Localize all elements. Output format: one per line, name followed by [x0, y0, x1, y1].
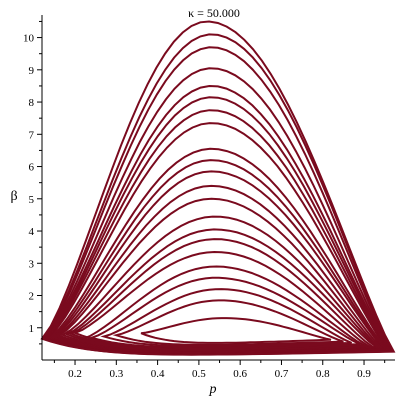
y-tick-label: 10 — [23, 33, 35, 45]
orbit-curve — [40, 20, 396, 356]
x-tick-label: 0.9 — [357, 368, 371, 380]
x-tick-label: 0.8 — [316, 368, 330, 380]
y-tick-label: 9 — [29, 65, 35, 77]
y-tick-label: 1 — [29, 323, 35, 335]
y-axis-label: β — [10, 189, 17, 204]
y-tick-label: 6 — [29, 162, 35, 174]
y-tick-label: 8 — [29, 97, 35, 109]
x-tick-label: 0.2 — [68, 368, 82, 380]
orbit-curve — [100, 288, 353, 348]
y-tick-label: 4 — [29, 226, 35, 238]
x-tick-label: 0.3 — [109, 368, 123, 380]
x-axis-ticks: 0.2 0.3 0.4 0.5 0.6 0.7 0.8 0.9 — [53, 360, 386, 380]
x-tick-label: 0.5 — [192, 368, 206, 380]
orbit-curve — [140, 317, 332, 344]
x-tick-label: 0.7 — [275, 368, 289, 380]
x-axis-label: p — [209, 382, 217, 397]
y-tick-label: 2 — [29, 291, 35, 303]
y-tick-label: 7 — [29, 129, 35, 141]
chart-title: κ = 50.000 — [188, 6, 240, 20]
orbit-curve — [112, 299, 344, 346]
x-tick-label: 0.6 — [233, 368, 247, 380]
orbit-curves — [40, 20, 396, 356]
x-tick-label: 0.4 — [151, 368, 165, 380]
y-axis-ticks: 1 2 3 4 5 6 7 8 9 10 — [23, 20, 42, 345]
orbit-curve — [50, 159, 388, 354]
y-tick-label: 5 — [29, 194, 35, 206]
y-tick-label: 3 — [29, 258, 35, 270]
